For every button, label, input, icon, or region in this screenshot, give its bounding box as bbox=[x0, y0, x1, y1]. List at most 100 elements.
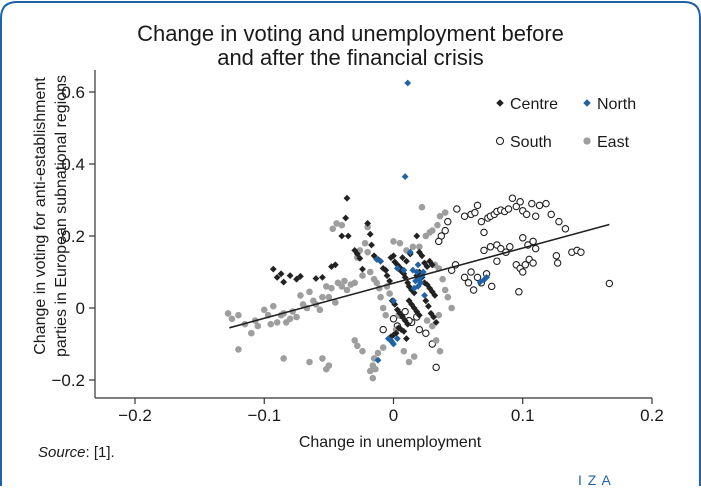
legend-marker-centre bbox=[496, 99, 503, 106]
y-ticks: −0.2 0 0.2 0.4 0.6 bbox=[51, 83, 95, 390]
point-south bbox=[465, 280, 471, 286]
point-south bbox=[532, 245, 538, 251]
point-east bbox=[429, 227, 436, 234]
point-east bbox=[287, 316, 294, 323]
x-axis-label: Change in unemployment bbox=[299, 434, 482, 451]
point-east bbox=[377, 294, 384, 301]
point-south bbox=[481, 247, 487, 253]
point-south bbox=[470, 287, 476, 293]
point-south bbox=[436, 238, 442, 244]
point-south bbox=[461, 213, 467, 219]
point-centre bbox=[344, 195, 351, 202]
point-north bbox=[404, 80, 411, 87]
point-east bbox=[370, 375, 377, 382]
point-east bbox=[280, 355, 287, 362]
point-south bbox=[548, 211, 554, 217]
y-tick-label: 0.2 bbox=[61, 227, 85, 246]
point-south bbox=[529, 200, 535, 206]
point-centre bbox=[367, 231, 374, 238]
point-east bbox=[372, 366, 379, 373]
source-note: Source: [1]. bbox=[38, 444, 115, 461]
point-east bbox=[306, 289, 313, 296]
point-east bbox=[306, 359, 313, 366]
point-south bbox=[445, 218, 451, 224]
y-tick-label: 0 bbox=[76, 299, 85, 318]
point-east bbox=[293, 314, 300, 321]
x-tick-label: 0.2 bbox=[640, 406, 664, 425]
point-centre bbox=[280, 279, 287, 286]
point-east bbox=[437, 348, 444, 355]
point-east bbox=[329, 226, 336, 233]
point-south bbox=[416, 326, 422, 332]
point-east bbox=[364, 249, 371, 256]
point-east bbox=[406, 359, 413, 366]
legend-label-centre: Centre bbox=[510, 96, 558, 113]
point-east bbox=[317, 307, 324, 314]
point-south bbox=[554, 260, 560, 266]
y-tick-label: 0.6 bbox=[61, 83, 85, 102]
point-south bbox=[380, 326, 386, 332]
point-south bbox=[553, 253, 559, 259]
point-east bbox=[380, 344, 387, 351]
legend-label-south: South bbox=[510, 134, 552, 151]
point-south bbox=[494, 258, 500, 264]
point-east bbox=[235, 312, 242, 319]
point-east bbox=[442, 209, 449, 216]
y-tick-label: 0.4 bbox=[61, 155, 85, 174]
point-east bbox=[367, 269, 374, 276]
point-east bbox=[297, 292, 304, 299]
x-tick-label: −0.2 bbox=[118, 406, 152, 425]
point-south bbox=[517, 199, 523, 205]
point-east bbox=[442, 287, 449, 294]
point-east bbox=[401, 348, 408, 355]
point-east bbox=[362, 240, 369, 247]
point-centre bbox=[319, 274, 326, 281]
point-south bbox=[487, 244, 493, 250]
point-east bbox=[390, 238, 397, 245]
point-south bbox=[536, 202, 542, 208]
point-east bbox=[382, 312, 389, 319]
point-centre bbox=[413, 233, 420, 240]
point-east bbox=[351, 280, 358, 287]
point-east bbox=[229, 316, 236, 323]
point-south bbox=[454, 206, 460, 212]
point-centre bbox=[403, 335, 410, 342]
point-east bbox=[351, 337, 358, 344]
x-tick-label: 0 bbox=[389, 406, 398, 425]
point-south bbox=[478, 218, 484, 224]
point-south bbox=[606, 280, 612, 286]
point-south bbox=[543, 200, 549, 206]
point-centre bbox=[338, 233, 345, 240]
point-east bbox=[235, 346, 242, 353]
point-east bbox=[444, 294, 451, 301]
point-east bbox=[328, 285, 335, 292]
point-east bbox=[274, 319, 281, 326]
point-east bbox=[359, 272, 366, 279]
point-south bbox=[505, 206, 511, 212]
x-tick-label: −0.1 bbox=[247, 406, 281, 425]
point-east bbox=[267, 321, 274, 328]
point-east bbox=[319, 355, 326, 362]
point-east bbox=[359, 348, 366, 355]
point-east bbox=[323, 366, 330, 373]
point-south bbox=[489, 283, 495, 289]
legend-label-east: East bbox=[597, 134, 630, 151]
legend-marker-north bbox=[583, 99, 590, 106]
point-east bbox=[419, 204, 426, 211]
legend-marker-south bbox=[496, 137, 503, 144]
x-ticks: −0.2 −0.1 0 0.1 0.2 bbox=[118, 398, 664, 425]
point-east bbox=[344, 287, 351, 294]
point-east bbox=[448, 305, 455, 312]
point-south bbox=[516, 289, 522, 295]
point-east bbox=[341, 278, 348, 285]
point-east bbox=[375, 350, 382, 357]
point-east bbox=[397, 240, 404, 247]
point-south bbox=[530, 260, 536, 266]
point-centre bbox=[342, 215, 349, 222]
point-centre bbox=[313, 275, 320, 282]
point-south bbox=[520, 269, 526, 275]
point-north bbox=[421, 292, 428, 299]
point-east bbox=[386, 290, 393, 297]
point-south bbox=[509, 195, 515, 201]
